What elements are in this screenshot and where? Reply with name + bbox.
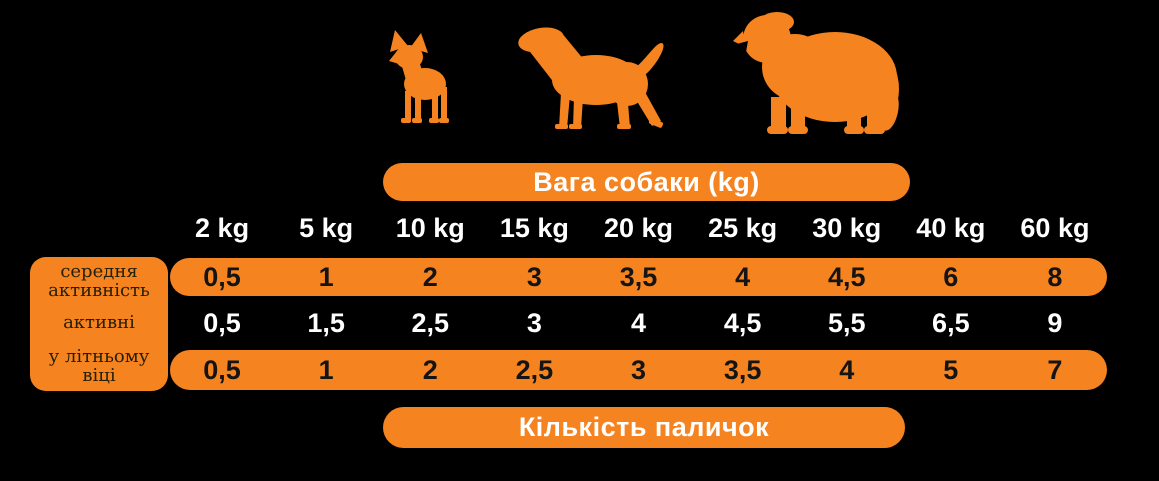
cell-value: 7 <box>1047 354 1063 385</box>
row-senior: 0,5 1 2 2,5 3 3,5 4 5 7 <box>170 350 1107 390</box>
cell-value: 4 <box>839 354 855 385</box>
weight-header: 5 kg <box>299 212 354 243</box>
large-dog-icon <box>733 12 899 134</box>
activity-label-box: середня активність активні у літньому ві… <box>30 257 168 391</box>
weight-header-row: 2 kg 5 kg 10 kg 15 kg 20 kg 25 kg 30 kg … <box>170 207 1107 249</box>
row-label-active: активні <box>63 312 135 334</box>
weight-header: 15 kg <box>499 212 569 243</box>
row-active: 0,5 1,5 2,5 3 4 4,5 5,5 6,5 9 <box>170 304 1107 342</box>
cell-value: 1 <box>318 354 334 385</box>
weight-header: 30 kg <box>812 212 882 243</box>
cell-value: 3 <box>630 354 646 385</box>
cell-value: 1 <box>318 261 334 292</box>
cell-value: 8 <box>1047 261 1063 292</box>
row-average-activity: 0,5 1 2 3 3,5 4 4,5 6 8 <box>170 258 1107 296</box>
row-label-average-activity: середня активність <box>48 260 150 301</box>
cell-value: 2,5 <box>515 354 554 385</box>
weight-header: 10 kg <box>395 212 465 243</box>
cell-value: 6,5 <box>932 307 970 338</box>
cell-value: 1,5 <box>307 307 345 338</box>
cell-value: 3,5 <box>723 354 762 385</box>
sticks-banner-label: Кількість паличок <box>518 412 770 442</box>
cell-value: 0,5 <box>203 307 241 338</box>
weight-header: 40 kg <box>916 212 986 243</box>
weight-header: 60 kg <box>1020 212 1090 243</box>
cell-value: 3 <box>526 307 542 338</box>
cell-value: 4 <box>630 307 646 338</box>
weight-header: 20 kg <box>603 212 674 243</box>
cell-value: 4,5 <box>827 261 866 292</box>
medium-dog-icon <box>518 27 664 129</box>
cell-value: 0,5 <box>203 261 241 292</box>
weight-header: 2 kg <box>195 212 250 243</box>
weight-header: 25 kg <box>708 212 778 243</box>
cell-value: 5 <box>943 354 959 385</box>
cell-value: 4 <box>735 261 751 292</box>
row-label-senior: у літньому віці <box>48 345 150 386</box>
weight-banner-label: Вага собаки (kg) <box>533 166 760 197</box>
cell-value: 9 <box>1047 307 1063 338</box>
cell-value: 3,5 <box>619 261 658 292</box>
cell-value: 2 <box>422 261 438 292</box>
cell-value: 2 <box>422 354 438 385</box>
cell-value: 0,5 <box>203 354 241 385</box>
cell-value: 3 <box>526 261 542 292</box>
small-dog-icon <box>389 30 449 123</box>
cell-value: 2,5 <box>411 307 450 338</box>
sticks-banner: Кількість паличок <box>383 407 905 448</box>
weight-banner: Вага собаки (kg) <box>383 163 910 201</box>
cell-value: 6 <box>943 261 959 292</box>
cell-value: 5,5 <box>827 307 866 338</box>
cell-value: 4,5 <box>723 307 762 338</box>
